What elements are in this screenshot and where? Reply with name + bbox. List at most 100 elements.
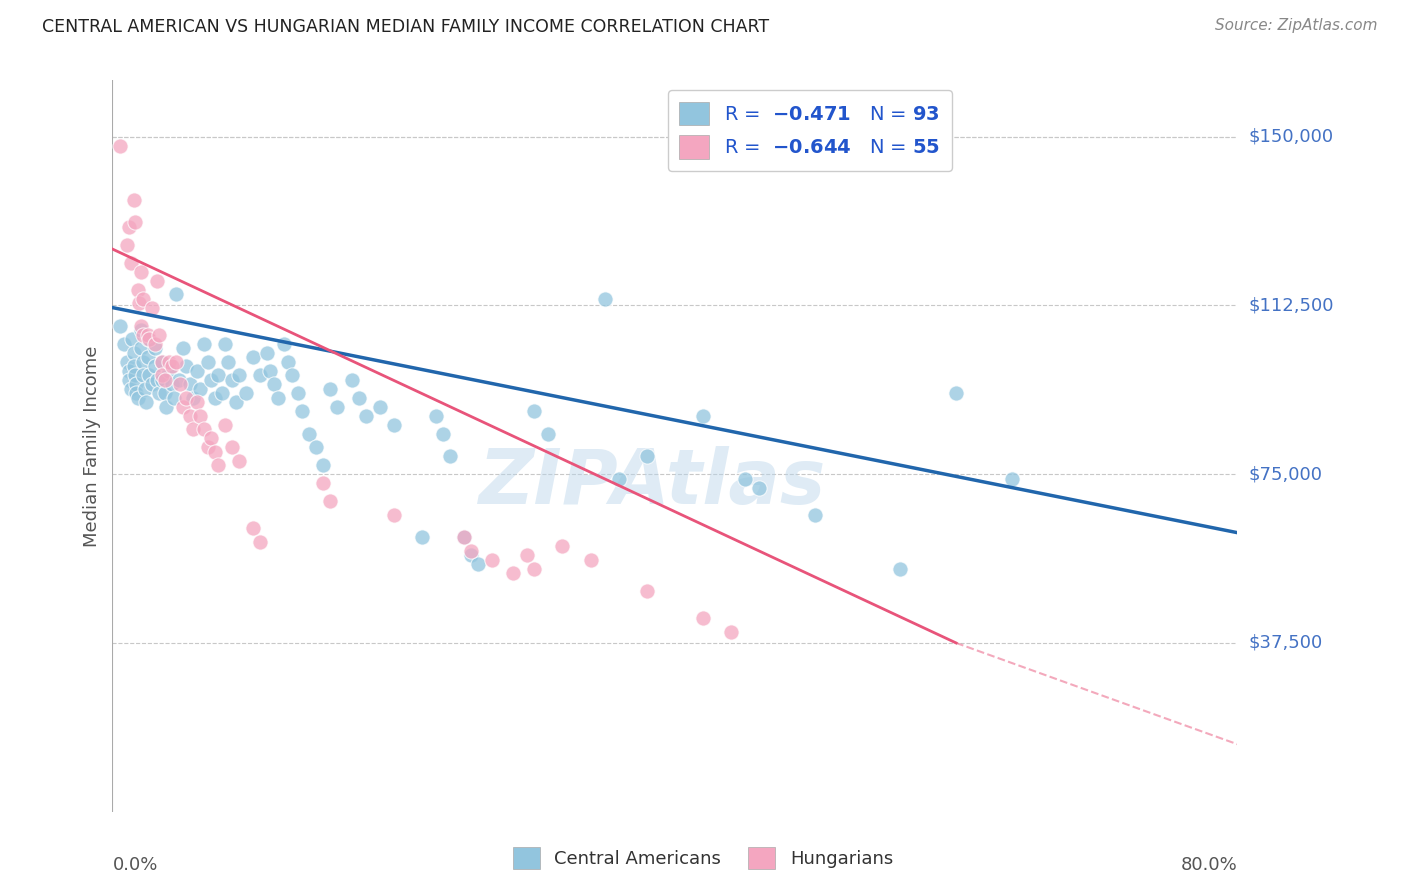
Point — [132, 368, 155, 383]
Point — [169, 377, 191, 392]
Point — [281, 368, 304, 383]
Point — [181, 391, 204, 405]
Point — [734, 472, 756, 486]
Point — [453, 530, 475, 544]
Point — [249, 534, 271, 549]
Point — [128, 296, 150, 310]
Point — [945, 386, 967, 401]
Point — [118, 363, 141, 377]
Point — [235, 386, 257, 401]
Point — [148, 386, 170, 401]
Point — [193, 422, 215, 436]
Point — [312, 476, 335, 491]
Point — [172, 400, 194, 414]
Point — [186, 363, 208, 377]
Point — [160, 359, 183, 373]
Text: $75,000: $75,000 — [1249, 465, 1323, 483]
Point — [537, 426, 560, 441]
Point — [165, 287, 187, 301]
Point — [148, 327, 170, 342]
Text: CENTRAL AMERICAN VS HUNGARIAN MEDIAN FAMILY INCOME CORRELATION CHART: CENTRAL AMERICAN VS HUNGARIAN MEDIAN FAM… — [42, 18, 769, 36]
Text: $112,500: $112,500 — [1249, 296, 1334, 314]
Point — [204, 444, 226, 458]
Point — [115, 354, 138, 368]
Point — [312, 458, 335, 472]
Point — [889, 562, 911, 576]
Point — [155, 400, 177, 414]
Point — [120, 382, 142, 396]
Text: ZIPAtlas: ZIPAtlas — [478, 446, 827, 519]
Point — [188, 409, 211, 423]
Point — [516, 548, 538, 562]
Point — [273, 336, 295, 351]
Point — [163, 391, 186, 405]
Point — [225, 395, 247, 409]
Point — [167, 373, 190, 387]
Point — [122, 359, 145, 373]
Point — [165, 354, 187, 368]
Point — [120, 255, 142, 269]
Point — [124, 368, 146, 383]
Point — [692, 409, 714, 423]
Point — [291, 404, 314, 418]
Point — [354, 409, 377, 423]
Point — [136, 350, 159, 364]
Point — [150, 354, 173, 368]
Point — [481, 552, 503, 566]
Point — [138, 332, 160, 346]
Point — [132, 327, 155, 342]
Text: 80.0%: 80.0% — [1181, 855, 1237, 873]
Point — [129, 341, 152, 355]
Point — [108, 318, 131, 333]
Point — [298, 426, 321, 441]
Point — [523, 404, 546, 418]
Point — [188, 382, 211, 396]
Point — [502, 566, 524, 581]
Point — [287, 386, 309, 401]
Point — [143, 341, 166, 355]
Point — [138, 368, 160, 383]
Point — [118, 219, 141, 234]
Point — [160, 377, 183, 392]
Point — [136, 327, 159, 342]
Text: 0.0%: 0.0% — [112, 855, 157, 873]
Point — [143, 359, 166, 373]
Point — [112, 336, 135, 351]
Point — [259, 363, 281, 377]
Point — [607, 472, 630, 486]
Point — [129, 318, 152, 333]
Point — [636, 449, 658, 463]
Point — [593, 292, 616, 306]
Point — [249, 368, 271, 383]
Point — [108, 138, 131, 153]
Point — [127, 283, 149, 297]
Point — [214, 417, 236, 432]
Text: $150,000: $150,000 — [1249, 128, 1333, 145]
Point — [129, 323, 152, 337]
Point — [132, 354, 155, 368]
Point — [127, 391, 149, 405]
Point — [157, 354, 180, 368]
Point — [368, 400, 391, 414]
Point — [432, 426, 454, 441]
Point — [150, 354, 173, 368]
Point — [748, 481, 770, 495]
Point — [115, 237, 138, 252]
Point — [319, 382, 342, 396]
Point — [382, 417, 405, 432]
Point — [277, 354, 299, 368]
Point — [439, 449, 461, 463]
Point — [143, 336, 166, 351]
Point — [207, 368, 229, 383]
Point — [242, 350, 264, 364]
Point — [467, 557, 489, 571]
Legend: R =  $\bf{-0.471}$   N = $\bf{93}$, R =  $\bf{-0.644}$   N = $\bf{55}$: R = $\bf{-0.471}$ N = $\bf{93}$, R = $\b… — [668, 90, 952, 170]
Point — [551, 539, 574, 553]
Point — [134, 382, 156, 396]
Point — [122, 193, 145, 207]
Point — [179, 377, 201, 392]
Point — [186, 395, 208, 409]
Y-axis label: Median Family Income: Median Family Income — [83, 345, 101, 547]
Point — [125, 386, 148, 401]
Point — [141, 301, 163, 315]
